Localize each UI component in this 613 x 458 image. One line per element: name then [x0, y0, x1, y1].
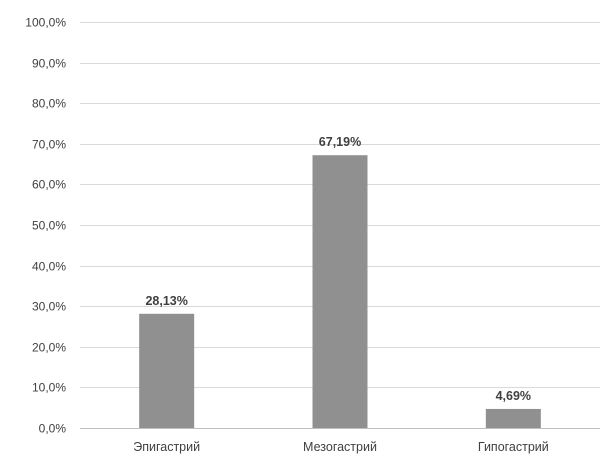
y-tick-label: 40,0% [32, 260, 66, 274]
bars [139, 155, 541, 428]
y-tick-label: 70,0% [32, 138, 66, 152]
y-tick-label: 90,0% [32, 57, 66, 71]
data-label: 4,69% [496, 389, 531, 403]
bar-3 [485, 408, 541, 428]
y-axis-ticks: 0,0% 10,0% 20,0% 30,0% 40,0% 50,0% 60,0% 70,0% 8… [25, 16, 66, 436]
y-tick-label: 100,0% [25, 16, 66, 30]
category-label: Мезогастрий [303, 440, 377, 454]
bar-1 [139, 313, 195, 428]
x-axis-categories: Эпигастрий Мезогастрий Гипогастрий [133, 440, 549, 454]
y-tick-label: 20,0% [32, 341, 66, 355]
category-label: Гипогастрий [478, 440, 549, 454]
data-label: 67,19% [319, 135, 361, 149]
y-tick-label: 30,0% [32, 300, 66, 314]
y-tick-label: 80,0% [32, 97, 66, 111]
y-tick-label: 10,0% [32, 381, 66, 395]
bar-2 [312, 155, 368, 428]
data-labels: 28,13% 67,19% 4,69% [145, 135, 531, 403]
y-tick-label: 0,0% [39, 422, 67, 436]
data-label: 28,13% [145, 294, 187, 308]
y-tick-label: 50,0% [32, 219, 66, 233]
y-tick-label: 60,0% [32, 178, 66, 192]
category-label: Эпигастрий [133, 440, 200, 454]
